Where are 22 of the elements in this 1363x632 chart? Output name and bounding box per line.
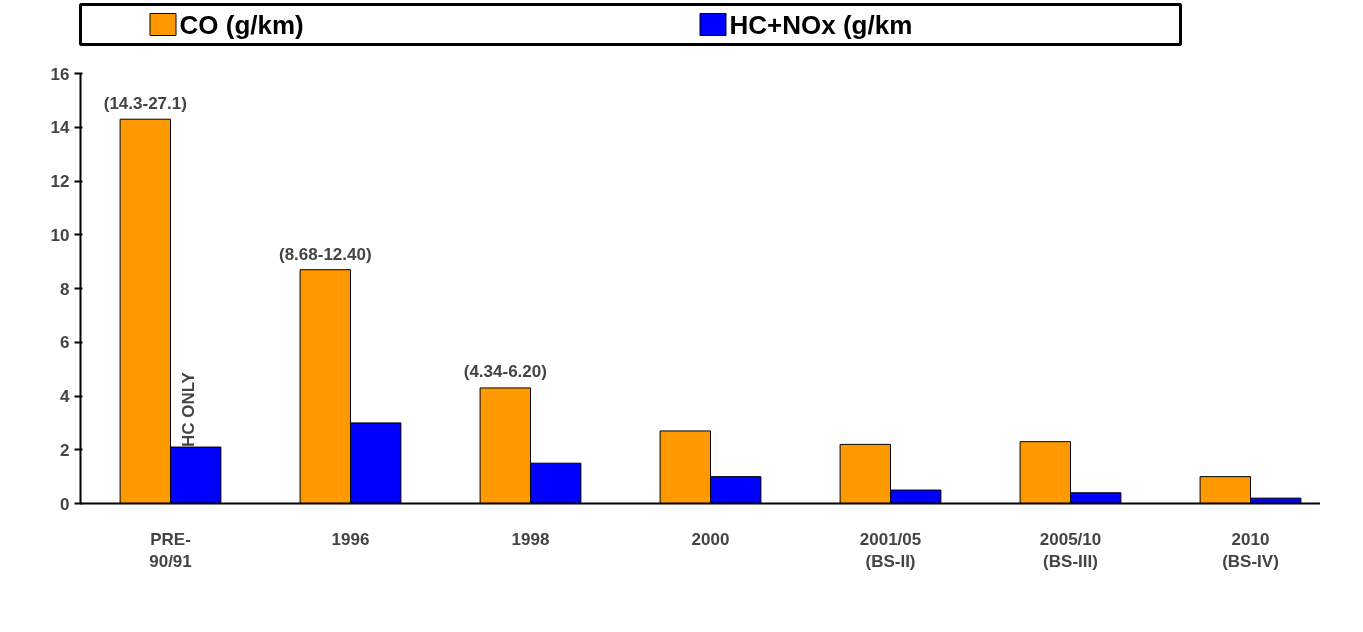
- annotation: (14.3-27.1): [103, 94, 187, 114]
- annotation: (8.68-12.40): [278, 245, 372, 265]
- legend-label: HC+NOx (g/km: [729, 9, 913, 40]
- y-tick-label: 4: [60, 387, 71, 406]
- y-tick-label: 0: [60, 494, 70, 514]
- x-tick-label: PRE- 90/91: [149, 529, 192, 572]
- y-tick-label: 14: [50, 118, 71, 138]
- x-tick-label: 2005/10 (BS-III): [1039, 529, 1102, 572]
- x-tick-label: 2001/05 (BS-II): [859, 529, 922, 572]
- y-tick-label: 6: [60, 333, 70, 353]
- annotation: (4.34-6.20): [463, 361, 547, 381]
- x-tick-label: 1998: [511, 529, 550, 549]
- x-tick-label: 2000: [691, 529, 730, 549]
- x-tick-label: 1996: [331, 529, 370, 549]
- y-tick-label: 12: [50, 172, 70, 191]
- y-tick-label: 16: [50, 64, 70, 84]
- legend-label: CO (g/km): [179, 9, 304, 40]
- annotation: HC ONLY: [179, 371, 198, 448]
- y-tick-label: 2: [60, 440, 70, 460]
- x-tick-label: 2010 (BS-IV): [1222, 529, 1279, 572]
- y-tick-label: 8: [60, 279, 70, 299]
- y-tick-label: 10: [50, 225, 70, 245]
